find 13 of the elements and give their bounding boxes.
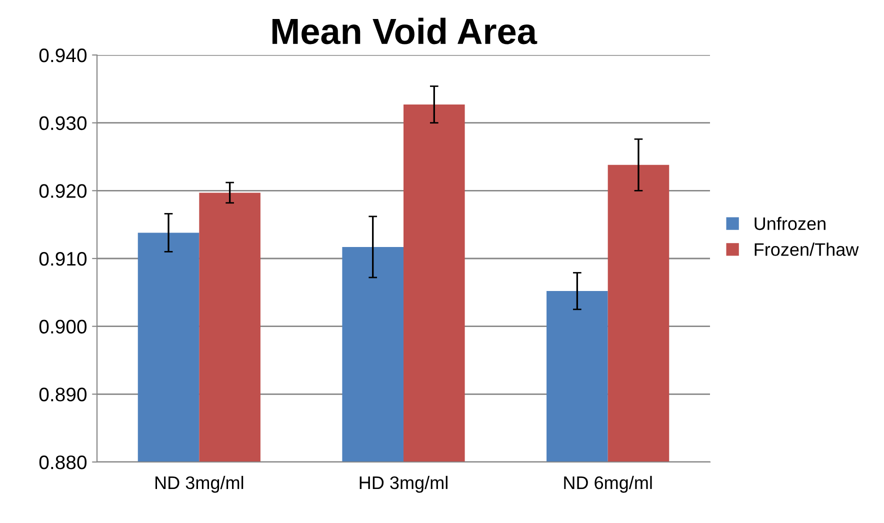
- x-tick-label: HD 3mg/ml: [360, 476, 448, 493]
- legend-label: Frozen/Thaw: [754, 242, 859, 256]
- y-tick-label: 0.930: [39, 116, 87, 130]
- chart-title: Mean Void Area: [272, 18, 538, 44]
- y-tick-label: 0.920: [39, 184, 87, 198]
- x-tick-label: ND 6mg/ml: [564, 476, 652, 493]
- legend-label: Unfrozen: [754, 216, 826, 230]
- x-tick-label: ND 3mg/ml: [156, 476, 244, 493]
- y-tick-label: 0.910: [39, 252, 87, 266]
- y-tick-label: 0.900: [39, 320, 87, 334]
- y-tick-label: 0.890: [39, 388, 87, 402]
- y-tick-label: 0.940: [39, 48, 87, 62]
- y-tick-label: 0.880: [39, 455, 87, 470]
